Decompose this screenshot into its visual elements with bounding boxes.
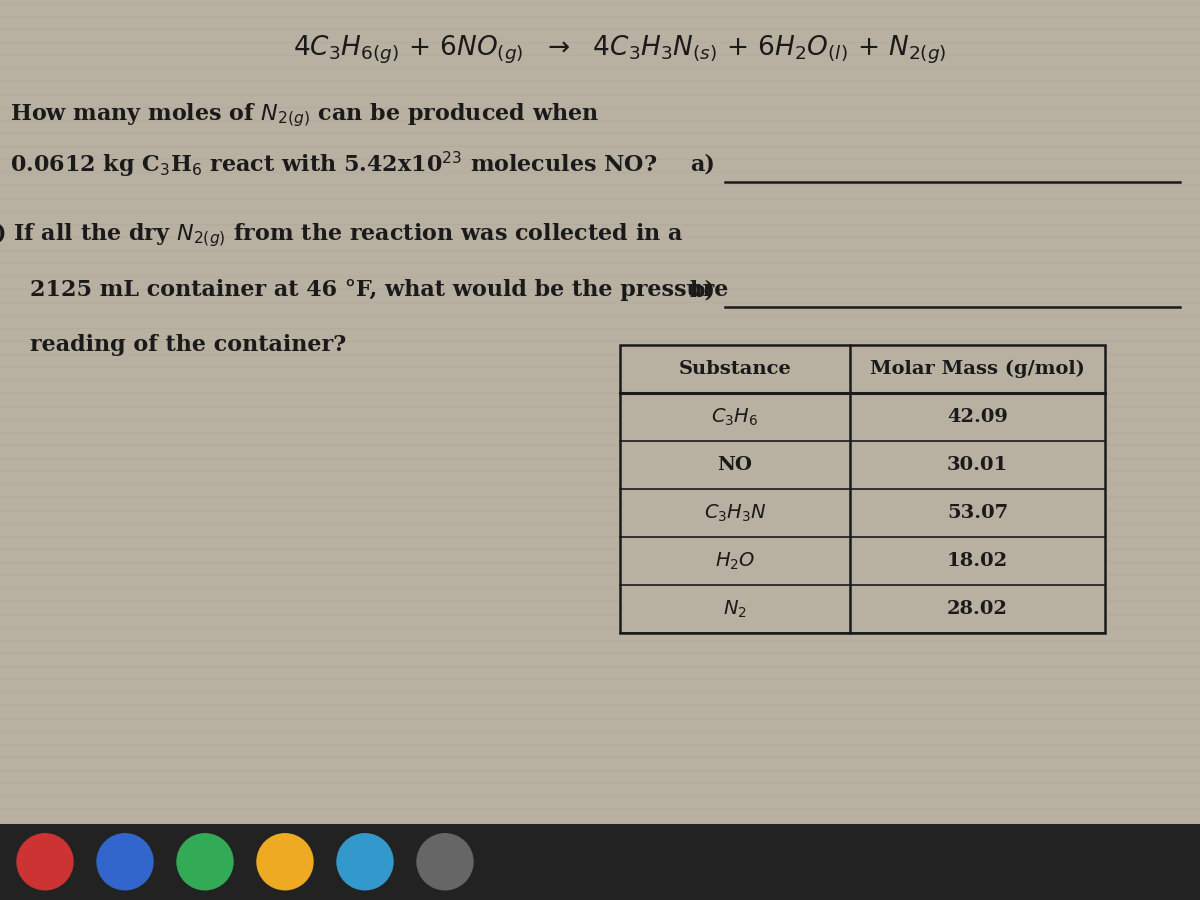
Text: $4C_3H_{6(g)}$ $+$ $6NO_{(g)}$  $\rightarrow$  $4C_3H_3N_{(s)}$ $+$ $6H_2O_{(l)}: $4C_3H_{6(g)}$ $+$ $6NO_{(g)}$ $\rightar…: [293, 34, 947, 67]
Text: Molar Mass (g/mol): Molar Mass (g/mol): [870, 360, 1085, 378]
Text: 28.02: 28.02: [947, 600, 1008, 618]
Circle shape: [257, 833, 313, 890]
Text: NO: NO: [718, 456, 752, 474]
Circle shape: [178, 833, 233, 890]
Text: 18.02: 18.02: [947, 552, 1008, 570]
Text: 42.09: 42.09: [947, 408, 1008, 426]
Text: 0.0612 kg C$_3$H$_6$ react with 5.42x10$^{23}$ molecules NO?: 0.0612 kg C$_3$H$_6$ react with 5.42x10$…: [10, 150, 658, 180]
Text: ) If all the dry $N_{2(g)}$ from the reaction was collected in a: ) If all the dry $N_{2(g)}$ from the rea…: [0, 220, 683, 249]
Bar: [620, 345, 1105, 633]
Text: b): b): [690, 279, 716, 301]
Text: $H_2O$: $H_2O$: [715, 550, 755, 572]
Text: 53.07: 53.07: [947, 504, 1008, 522]
Circle shape: [337, 833, 394, 890]
Circle shape: [97, 833, 154, 890]
Text: $C_3H_6$: $C_3H_6$: [712, 407, 758, 428]
Text: 30.01: 30.01: [947, 456, 1008, 474]
Text: $C_3H_3N$: $C_3H_3N$: [703, 502, 767, 524]
Circle shape: [418, 833, 473, 890]
Text: reading of the container?: reading of the container?: [30, 334, 347, 356]
Circle shape: [17, 833, 73, 890]
Text: a): a): [690, 154, 715, 176]
Text: Substance: Substance: [679, 360, 791, 378]
Text: $N_2$: $N_2$: [724, 598, 746, 619]
Bar: [0, 824, 1200, 900]
Text: How many moles of $N_{2(g)}$ can be produced when: How many moles of $N_{2(g)}$ can be prod…: [10, 101, 599, 129]
Text: 2125 mL container at 46 °F, what would be the pressure: 2125 mL container at 46 °F, what would b…: [30, 279, 728, 301]
